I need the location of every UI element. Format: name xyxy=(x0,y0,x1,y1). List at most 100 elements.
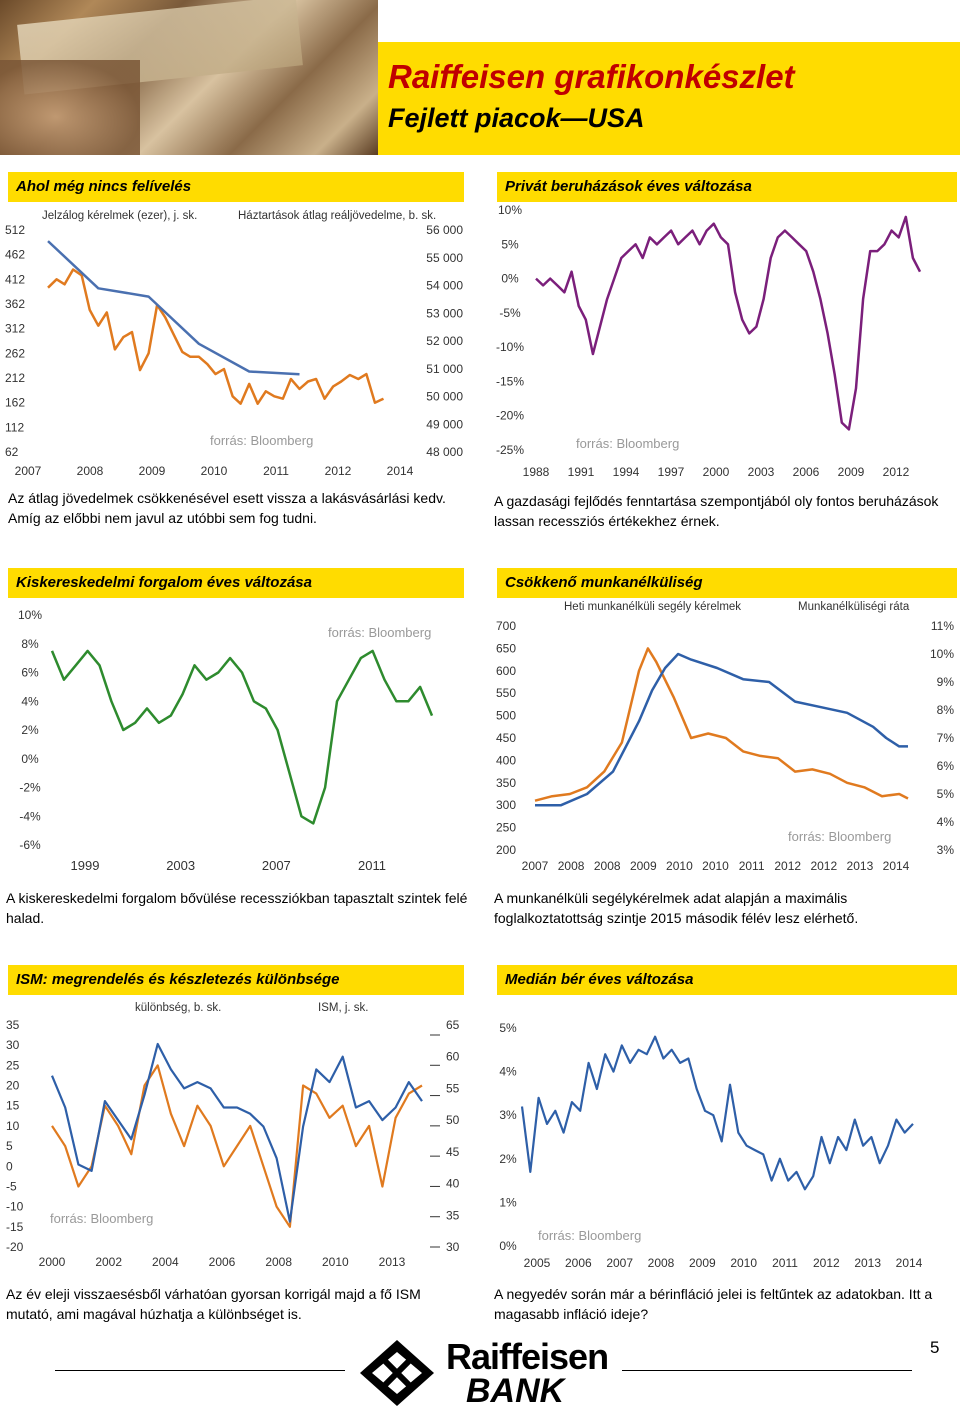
y-left-tick-label: -15 xyxy=(6,1220,24,1234)
y-left-tick-label: 20 xyxy=(6,1079,20,1093)
y-left-tick-label: 35 xyxy=(6,1018,20,1032)
page-subtitle: Fejlett piacok—USA xyxy=(388,103,645,133)
y-left-tick-label: 5 xyxy=(6,1139,13,1153)
series-line-investment xyxy=(535,215,922,431)
x-tick-label: 2008 xyxy=(594,859,621,873)
legend-label-mortgage: Jelzálog kérelmek (ezer), j. sk. xyxy=(42,210,197,222)
y-right-tick-label: 5% xyxy=(937,787,955,801)
panel4-caption: A munkanélküli segélykérelmek adat alapj… xyxy=(494,890,859,926)
y-tick-label: -6% xyxy=(19,838,41,852)
chart-unemployment: Heti munkanélküli segély kérelmek Munkané… xyxy=(496,601,955,873)
x-tick-label: 2010 xyxy=(666,859,693,873)
y-tick-label: 6% xyxy=(21,666,39,680)
series-line-claims xyxy=(534,647,909,802)
y-right-tick-label: 7% xyxy=(937,731,955,745)
panel5-title: ISM: megrendelés és készletezés különbsé… xyxy=(8,965,464,995)
panel1-caption: Az átlag jövedelmek csökkenésével esett … xyxy=(8,490,446,526)
series-line-ism xyxy=(50,1042,423,1223)
header-photo xyxy=(0,0,378,155)
header-bar xyxy=(378,42,960,155)
y-tick-label: 5% xyxy=(501,237,519,251)
y-right-tick-label: 3% xyxy=(937,843,955,857)
x-tick-label: 2009 xyxy=(689,1256,716,1270)
y-tick-label: -20% xyxy=(496,409,524,423)
x-tick-label: 2009 xyxy=(838,465,865,479)
y-right-tick-label: 55 xyxy=(446,1081,460,1095)
y-left-tick-label: 30 xyxy=(6,1038,20,1052)
x-tick-label: 1988 xyxy=(523,465,550,479)
y-tick-label: 5% xyxy=(499,1021,517,1035)
y-right-tick-label: 50 000 xyxy=(426,390,463,404)
source-label: forrás: Bloomberg xyxy=(328,625,431,640)
y-left-tick-label: 600 xyxy=(496,664,516,678)
y-right-tick-label: 52 000 xyxy=(426,334,463,348)
chart-median-wage: 5% 4% 3% 2% 1% 0% 2005 2006 2007 2008 2009 2010 2011… xyxy=(499,1021,922,1270)
x-tick-label: 2006 xyxy=(209,1255,236,1269)
x-tick-label: 2013 xyxy=(854,1256,881,1270)
y-right-tick-label: 49 000 xyxy=(426,417,463,431)
y-left-tick-label: 650 xyxy=(496,641,516,655)
y-right-tick-label: 8% xyxy=(937,703,955,717)
x-tick-label: 2012 xyxy=(813,1256,840,1270)
x-tick-label: 2007 xyxy=(15,464,42,478)
x-tick-label: 2012 xyxy=(810,859,837,873)
y-right-tick-label: 11% xyxy=(931,619,954,633)
y-left-tick-label: 550 xyxy=(496,686,516,700)
legend-label-difference: különbség, b. sk. xyxy=(135,1002,221,1014)
chart-retail-sales: 10% 8% 6% 4% 2% 0% -2% -4% -6% 1999 2003 2007 2011 fo… xyxy=(18,608,434,873)
x-tick-label: 2012 xyxy=(883,465,910,479)
x-tick-label: 1999 xyxy=(71,858,100,873)
y-right-tick-label: 40 xyxy=(446,1177,460,1191)
x-tick-label: 2011 xyxy=(739,859,765,873)
panel1-title: Ahol még nincs felívelés xyxy=(8,172,464,202)
x-tick-label: 2011 xyxy=(358,858,386,873)
source-label: forrás: Bloomberg xyxy=(50,1211,153,1226)
x-tick-label: 2009 xyxy=(630,859,657,873)
y-right-tick-label: 45 xyxy=(446,1145,460,1159)
y-tick-label: -2% xyxy=(19,781,41,795)
y-left-tick-label: 362 xyxy=(5,297,25,311)
page-number: 5 xyxy=(930,1338,940,1357)
source-label: forrás: Bloomberg xyxy=(538,1228,641,1243)
x-tick-label: 2009 xyxy=(139,464,166,478)
y-left-tick-label: 62 xyxy=(5,445,19,459)
y-left-tick-label: 312 xyxy=(5,322,25,336)
x-tick-label: 2014 xyxy=(883,859,910,873)
y-left-tick-label: 412 xyxy=(5,272,25,286)
y-right-tick-label: 56 000 xyxy=(426,223,463,237)
y-right-tick-label: 9% xyxy=(937,675,955,689)
y-left-tick-label: 212 xyxy=(5,371,25,385)
y-left-tick-label: 300 xyxy=(496,798,516,812)
y-right-tick-label: 10% xyxy=(930,647,954,661)
series-line-wage xyxy=(520,1035,914,1191)
y-left-tick-label: 162 xyxy=(5,396,25,410)
panel6-title: Medián bér éves változása xyxy=(497,965,957,995)
y-tick-label: 0% xyxy=(499,1239,517,1253)
y-left-tick-label: -5 xyxy=(6,1179,17,1193)
y-tick-label: 10% xyxy=(18,608,42,622)
source-label: forrás: Bloomberg xyxy=(576,436,679,451)
y-right-tick-label: 48 000 xyxy=(426,445,463,459)
y-left-tick-label: 10 xyxy=(6,1119,20,1133)
panel2-title: Privát beruházások éves változása xyxy=(497,172,957,202)
logo-text-raiffeisen: Raiffeisen xyxy=(446,1336,609,1377)
x-tick-label: 2008 xyxy=(558,859,585,873)
panel3-title: Kiskereskedelmi forgalom éves változása xyxy=(8,568,464,598)
y-tick-label: 2% xyxy=(21,723,39,737)
y-left-tick-label: 112 xyxy=(5,420,24,434)
y-right-tick-label: 60 xyxy=(446,1050,460,1064)
y-left-tick-label: 250 xyxy=(496,821,516,835)
y-left-tick-label: 0 xyxy=(6,1159,13,1173)
y-tick-label: 2% xyxy=(499,1152,517,1166)
x-tick-label: 2000 xyxy=(39,1255,66,1269)
y-tick-label: 4% xyxy=(21,694,39,708)
y-left-tick-label: -10 xyxy=(6,1200,24,1214)
x-tick-label: 2008 xyxy=(648,1256,675,1270)
x-tick-label: 2011 xyxy=(263,464,289,478)
chart-mortgage-income: Jelzálog kérelmek (ezer), j. sk. Háztartá… xyxy=(5,210,463,478)
y-left-tick-label: 400 xyxy=(496,753,516,767)
x-tick-label: 1994 xyxy=(613,465,640,479)
x-tick-label: 2010 xyxy=(730,1256,757,1270)
y-right-tick-label: 54 000 xyxy=(426,279,463,293)
y-right-tick-label: 30 xyxy=(446,1240,460,1254)
